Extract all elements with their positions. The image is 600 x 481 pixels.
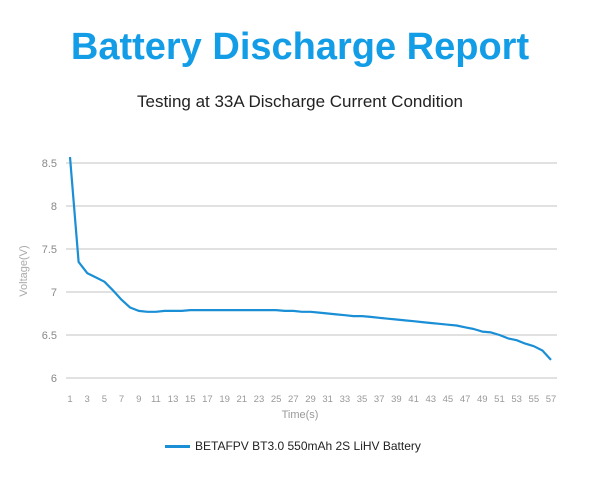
x-tick-label: 47 xyxy=(460,394,471,405)
x-tick-label: 41 xyxy=(408,394,419,405)
y-tick-label: 8.5 xyxy=(42,158,57,170)
x-tick-label: 55 xyxy=(529,394,540,405)
x-tick-label: 51 xyxy=(494,394,505,405)
x-tick-label: 31 xyxy=(322,394,333,405)
y-axis-label: Voltage(V) xyxy=(18,245,30,296)
y-tick-label: 7 xyxy=(51,287,57,299)
x-tick-label: 21 xyxy=(236,394,247,405)
x-tick-label: 39 xyxy=(391,394,402,405)
y-tick-label: 8 xyxy=(51,201,57,213)
x-tick-label: 1 xyxy=(67,394,72,405)
x-tick-label: 11 xyxy=(151,394,161,405)
x-tick-label: 27 xyxy=(288,394,299,405)
y-tick-label: 6.5 xyxy=(42,330,57,342)
x-tick-label: 35 xyxy=(357,394,368,405)
x-tick-label: 13 xyxy=(168,394,179,405)
x-tick-label: 23 xyxy=(254,394,265,405)
x-tick-label: 7 xyxy=(119,394,124,405)
x-tick-label: 57 xyxy=(546,394,557,405)
x-tick-label: 9 xyxy=(136,394,141,405)
x-tick-label: 15 xyxy=(185,394,196,405)
x-axis-label: Time(s) xyxy=(282,409,319,421)
chart-subtitle: Testing at 33A Discharge Current Conditi… xyxy=(136,92,463,111)
x-tick-label: 19 xyxy=(219,394,230,405)
x-tick-label: 33 xyxy=(340,394,351,405)
y-tick-label: 7.5 xyxy=(42,244,57,256)
x-tick-label: 25 xyxy=(271,394,282,405)
x-tick-label: 3 xyxy=(85,394,90,405)
x-tick-label: 29 xyxy=(305,394,316,405)
x-tick-label: 45 xyxy=(443,394,454,405)
x-tick-label: 43 xyxy=(425,394,436,405)
legend-label: BETAFPV BT3.0 550mAh 2S LiHV Battery xyxy=(195,439,421,453)
x-tick-label: 5 xyxy=(102,394,107,405)
legend: BETAFPV BT3.0 550mAh 2S LiHV Battery xyxy=(165,439,421,453)
legend-swatch xyxy=(165,444,190,448)
series-line xyxy=(68,156,552,361)
x-tick-label: 49 xyxy=(477,394,488,405)
x-tick-label: 37 xyxy=(374,394,385,405)
x-tick-label: 17 xyxy=(202,394,213,405)
x-tick-label: 53 xyxy=(511,394,522,405)
chart-title: Battery Discharge Report xyxy=(70,26,530,68)
y-tick-label: 6 xyxy=(51,373,57,385)
